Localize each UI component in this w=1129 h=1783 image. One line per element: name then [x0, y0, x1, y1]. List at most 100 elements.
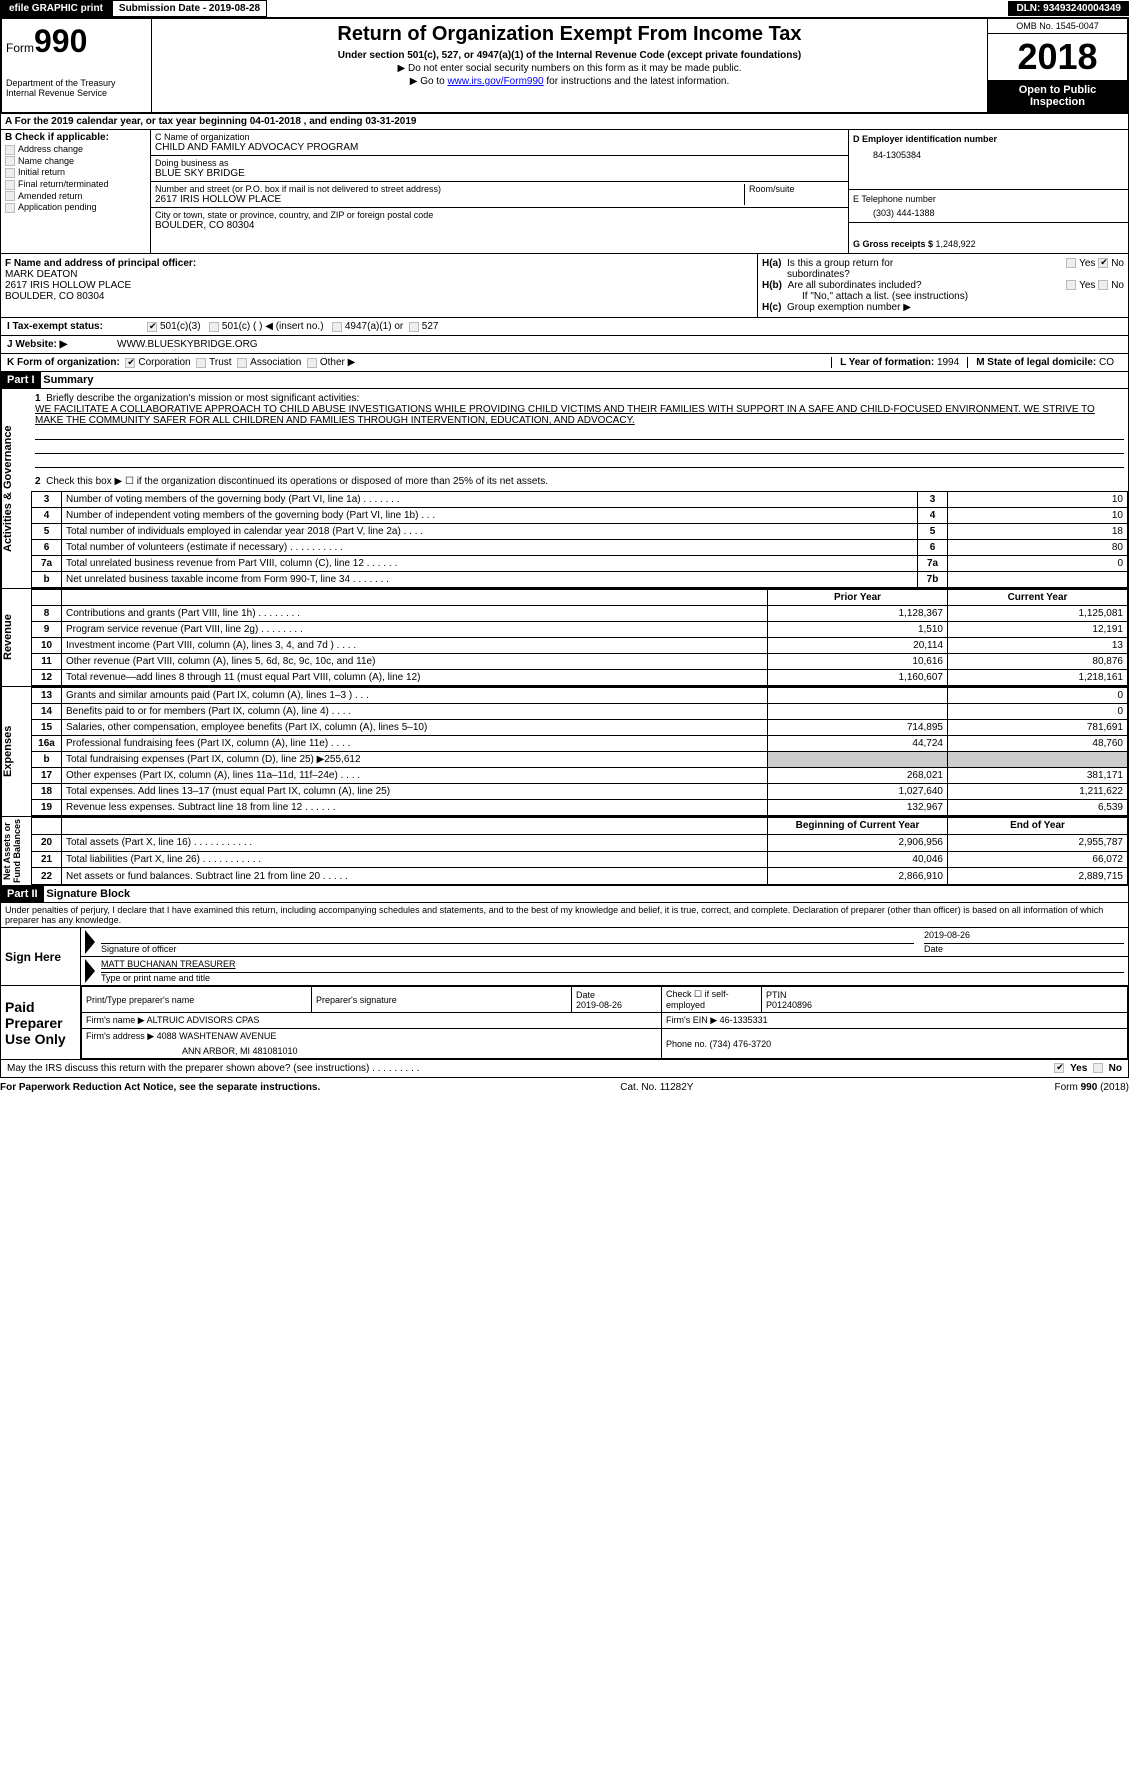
- note-ssn: ▶ Do not enter social security numbers o…: [160, 63, 979, 74]
- row-num: 10: [32, 638, 62, 654]
- row-lbl: 5: [918, 524, 948, 540]
- firm-ein: 46-1335331: [720, 1015, 768, 1025]
- current-val: 1,125,081: [948, 606, 1128, 622]
- col-header: Beginning of Current Year: [768, 818, 948, 835]
- row-lbl: 6: [918, 540, 948, 556]
- discuss-yes-cb[interactable]: [1054, 1063, 1064, 1073]
- row-num: 7a: [32, 556, 62, 572]
- state-domicile: CO: [1099, 357, 1114, 368]
- prep-name-label: Print/Type preparer's name: [82, 987, 312, 1013]
- cb-initial-return[interactable]: Initial return: [5, 167, 146, 178]
- firm-phone-label: Phone no.: [666, 1039, 710, 1049]
- row-val: 80: [948, 540, 1128, 556]
- row-num: 17: [32, 768, 62, 784]
- prior-val: 1,510: [768, 622, 948, 638]
- firm-ein-label: Firm's EIN ▶: [666, 1015, 720, 1025]
- sig-officer-label: Signature of officer: [101, 944, 914, 954]
- section-deg: D Employer identification number 84-1305…: [848, 130, 1128, 253]
- row-text: Total assets (Part X, line 16) . . . . .…: [62, 834, 768, 851]
- cb-amended[interactable]: Amended return: [5, 191, 146, 202]
- row-text: Net unrelated business taxable income fr…: [62, 572, 918, 588]
- submission-value: 2019-08-28: [209, 3, 260, 14]
- form-prefix: Form: [6, 41, 34, 55]
- officer-street: 2617 IRIS HOLLOW PLACE: [5, 280, 753, 291]
- row-num: 12: [32, 670, 62, 686]
- section-i: I Tax-exempt status: 501(c)(3) 501(c) ( …: [0, 318, 1129, 336]
- row-text: Number of independent voting members of …: [62, 508, 918, 524]
- ha-no-cb[interactable]: [1098, 258, 1108, 268]
- top-bar: efile GRAPHIC print Submission Date - 20…: [0, 0, 1129, 17]
- prior-val: 1,128,367: [768, 606, 948, 622]
- open-to-public: Open to Public Inspection: [988, 80, 1127, 112]
- part1-label: Part I: [1, 372, 41, 388]
- expenses-section: Expenses 13 Grants and similar amounts p…: [0, 687, 1129, 817]
- prior-val: 1,027,640: [768, 784, 948, 800]
- current-val: 12,191: [948, 622, 1128, 638]
- street-label: Number and street (or P.O. box if mail i…: [155, 184, 744, 194]
- hb-note: If "No," attach a list. (see instruction…: [802, 291, 1124, 302]
- row-num: 20: [32, 834, 62, 851]
- ha-label: H(a): [762, 258, 781, 269]
- row-num: 11: [32, 654, 62, 670]
- cb-501c[interactable]: [209, 322, 219, 332]
- hb-text: Are all subordinates included?: [788, 280, 922, 291]
- prep-date: 2019-08-26: [576, 1000, 622, 1010]
- cb-trust[interactable]: [196, 358, 206, 368]
- sign-here-block: Sign Here Signature of officer 2019-08-2…: [0, 928, 1129, 986]
- firm-addr: 4088 WASHTENAW AVENUE: [157, 1031, 277, 1041]
- form-subtitle: Under section 501(c), 527, or 4947(a)(1)…: [160, 50, 979, 61]
- omb-number: OMB No. 1545-0047: [988, 19, 1127, 34]
- cb-app-pending[interactable]: Application pending: [5, 202, 146, 213]
- row-val: 18: [948, 524, 1128, 540]
- name-title-label: Type or print name and title: [101, 973, 1124, 983]
- prior-val: 20,114: [768, 638, 948, 654]
- discuss-row: May the IRS discuss this return with the…: [0, 1060, 1129, 1078]
- prior-val: 132,967: [768, 800, 948, 816]
- row-text: Number of voting members of the governin…: [62, 492, 918, 508]
- row-text: Other expenses (Part IX, column (A), lin…: [62, 768, 768, 784]
- row-text: Total liabilities (Part X, line 26) . . …: [62, 851, 768, 868]
- cb-527[interactable]: [409, 322, 419, 332]
- part2-header: Part II Signature Block: [0, 886, 1129, 903]
- self-employed-check[interactable]: Check ☐ if self-employed: [662, 987, 762, 1013]
- cb-address-change[interactable]: Address change: [5, 144, 146, 155]
- current-val: 13: [948, 638, 1128, 654]
- current-val: 1,211,622: [948, 784, 1128, 800]
- efile-button[interactable]: efile GRAPHIC print: [0, 0, 112, 17]
- website-value: WWW.BLUESKYBRIDGE.ORG: [117, 339, 258, 350]
- row-text: Contributions and grants (Part VIII, lin…: [62, 606, 768, 622]
- cb-final-return[interactable]: Final return/terminated: [5, 179, 146, 190]
- cb-4947[interactable]: [332, 322, 342, 332]
- row-lbl: 7b: [918, 572, 948, 588]
- form-center: Return of Organization Exempt From Incom…: [152, 19, 987, 112]
- row-num: 5: [32, 524, 62, 540]
- row-val: [948, 572, 1128, 588]
- cb-other[interactable]: [307, 358, 317, 368]
- section-bcdefg: B Check if applicable: Address change Na…: [0, 130, 1129, 254]
- paperwork-notice: For Paperwork Reduction Act Notice, see …: [0, 1082, 320, 1093]
- tax-exempt-label: I Tax-exempt status:: [7, 321, 147, 332]
- section-b-header: B Check if applicable:: [5, 132, 146, 143]
- section-h: H(a) Is this a group return for subordin…: [758, 254, 1128, 317]
- current-val: 2,955,787: [948, 834, 1128, 851]
- cb-corp[interactable]: [125, 358, 135, 368]
- discuss-no-cb[interactable]: [1093, 1063, 1103, 1073]
- netassets-section: Net Assets or Fund Balances Beginning of…: [0, 817, 1129, 886]
- firm-name: ALTRUIC ADVISORS CPAS: [147, 1015, 260, 1025]
- current-val: 381,171: [948, 768, 1128, 784]
- cb-501c3[interactable]: [147, 322, 157, 332]
- hb-no-cb[interactable]: [1098, 280, 1108, 290]
- dba-value: BLUE SKY BRIDGE: [155, 168, 844, 179]
- irs-link[interactable]: www.irs.gov/Form990: [447, 76, 543, 87]
- ha-yes-cb[interactable]: [1066, 258, 1076, 268]
- cb-assoc[interactable]: [237, 358, 247, 368]
- governance-table: 3 Number of voting members of the govern…: [31, 491, 1128, 588]
- hb-yes-cb[interactable]: [1066, 280, 1076, 290]
- cb-name-change[interactable]: Name change: [5, 156, 146, 167]
- prior-val: 40,046: [768, 851, 948, 868]
- sign-here-label: Sign Here: [1, 928, 81, 985]
- q1-text: Briefly describe the organization's miss…: [46, 393, 359, 404]
- row-text: Program service revenue (Part VIII, line…: [62, 622, 768, 638]
- org-name: CHILD AND FAMILY ADVOCACY PROGRAM: [155, 142, 844, 153]
- side-netassets: Net Assets or Fund Balances: [1, 817, 31, 885]
